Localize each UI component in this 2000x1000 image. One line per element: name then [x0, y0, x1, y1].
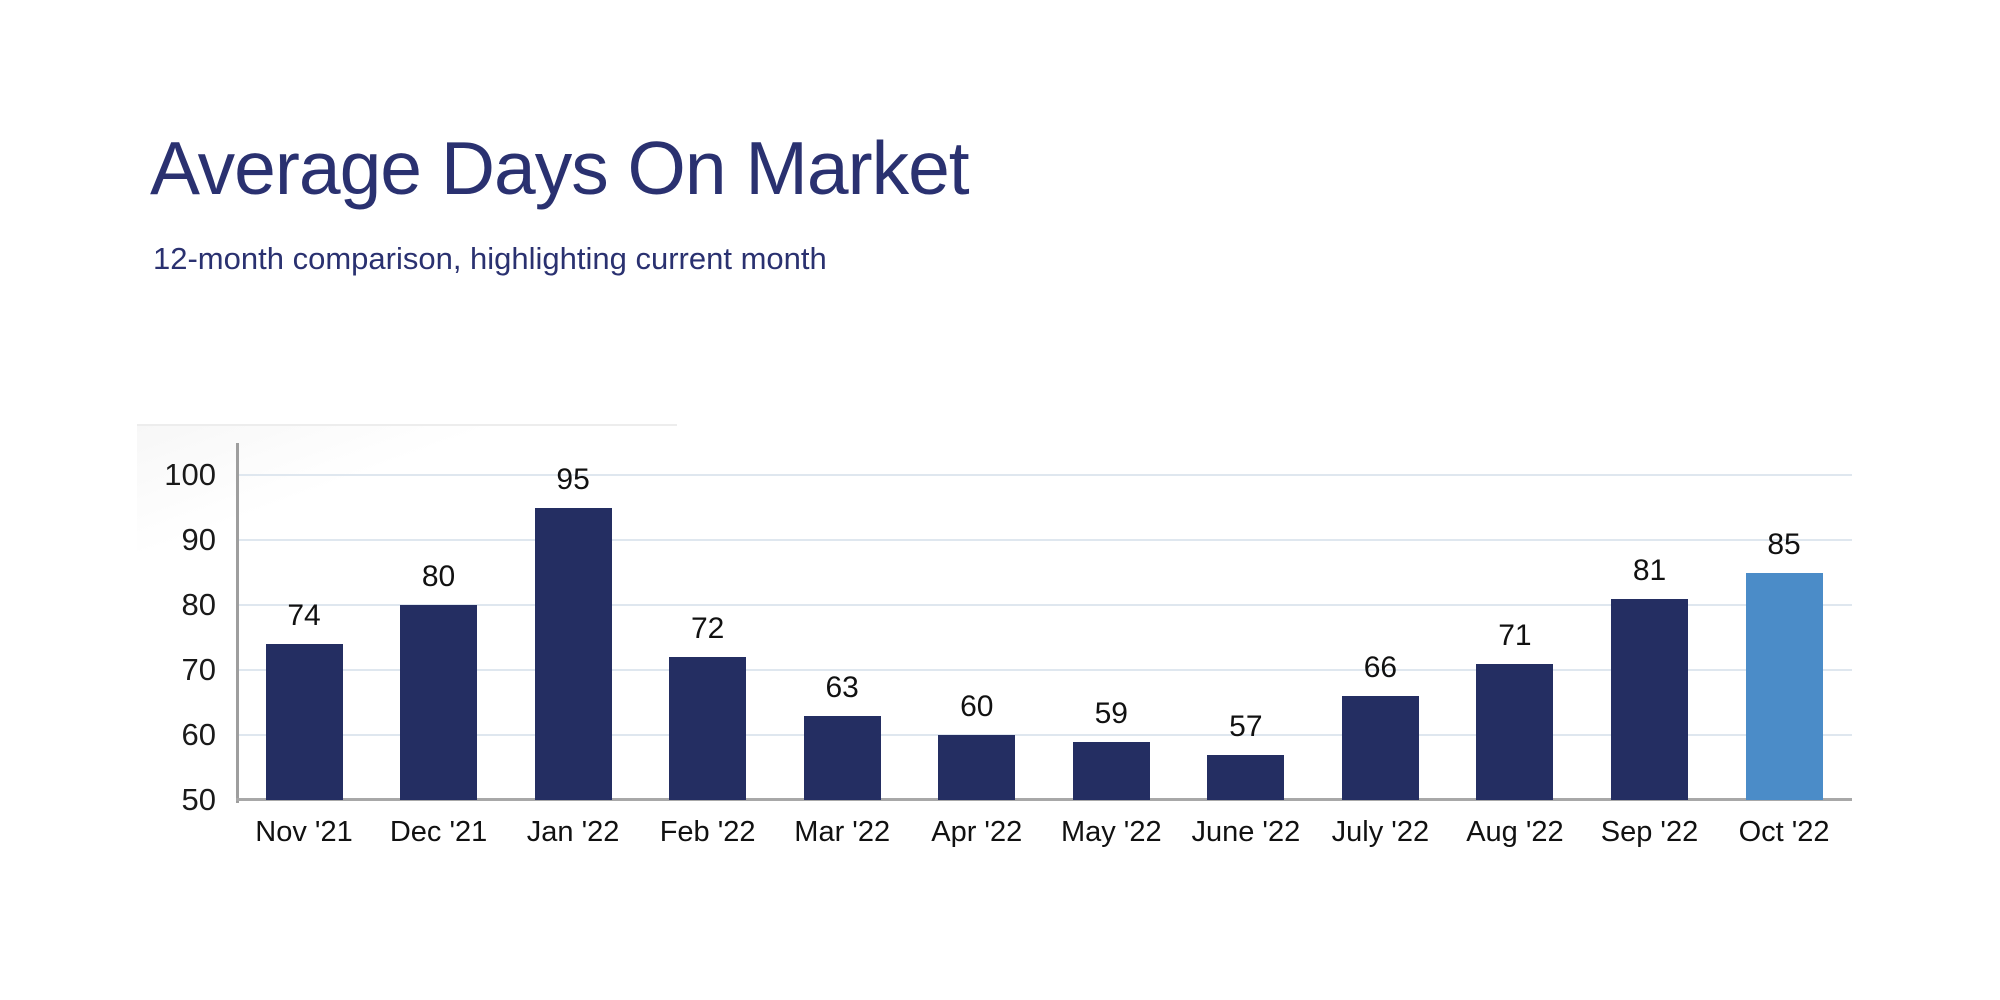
x-axis-category-label: Dec '21 [389, 816, 488, 848]
x-axis-line [236, 798, 1852, 801]
bar-highlighted-current-month [1745, 572, 1823, 800]
gridline [239, 539, 1852, 541]
bar [400, 605, 478, 800]
y-axis-tick-label: 50 [181, 782, 216, 817]
bar-value-label: 59 [1094, 696, 1128, 730]
x-axis-category-label: Oct '22 [1738, 816, 1830, 848]
bar-value-label: 95 [556, 462, 590, 496]
bar-value-label: 60 [960, 690, 994, 723]
x-axis-category-label: Sep '22 [1600, 816, 1699, 848]
bar-value-label: 85 [1767, 527, 1801, 561]
bar [669, 657, 747, 800]
bar [938, 735, 1016, 800]
y-axis-tick-label: 100 [164, 457, 216, 492]
bar [1207, 754, 1285, 800]
bar [265, 644, 343, 800]
bar [1341, 696, 1419, 800]
x-axis-category-label: Apr '22 [931, 816, 1023, 848]
bar-value-label: 63 [825, 670, 859, 704]
y-axis-tick-label: 60 [181, 717, 216, 752]
x-axis-category-label: Aug '22 [1466, 816, 1564, 848]
bar-value-label: 71 [1498, 618, 1532, 652]
x-axis-category-label: July '22 [1331, 816, 1430, 848]
x-axis-category-label: Jan '22 [526, 816, 620, 848]
y-axis-tick-label: 90 [181, 522, 216, 557]
gridline [239, 734, 1852, 736]
gridline [239, 604, 1852, 606]
bar-value-label: 74 [287, 599, 321, 632]
chart-subtitle: 12-month comparison, highlighting curren… [153, 241, 827, 276]
bar-value-label: 66 [1363, 651, 1398, 684]
x-axis-category-label: June '22 [1191, 816, 1301, 848]
bar [1072, 741, 1150, 800]
bar [534, 507, 612, 800]
gridline [239, 669, 1852, 671]
bar-value-label: 80 [421, 560, 456, 593]
bar-value-label: 57 [1229, 709, 1263, 743]
y-axis-line [236, 443, 239, 803]
x-axis-category-label: Feb '22 [659, 816, 756, 848]
chart-title: Average Days On Market [150, 126, 970, 210]
gridline [239, 474, 1852, 476]
x-axis-category-label: Nov '21 [255, 816, 353, 848]
y-axis-tick-label: 70 [181, 652, 216, 687]
bar [803, 715, 881, 800]
x-axis-category-label: Mar '22 [794, 816, 891, 848]
y-axis-tick-label: 80 [181, 587, 216, 622]
x-axis-category-label: May '22 [1060, 816, 1162, 848]
bar-value-label: 72 [690, 612, 725, 645]
bar [1476, 663, 1554, 800]
bar-value-label: 81 [1632, 553, 1667, 587]
bar [1611, 598, 1688, 800]
